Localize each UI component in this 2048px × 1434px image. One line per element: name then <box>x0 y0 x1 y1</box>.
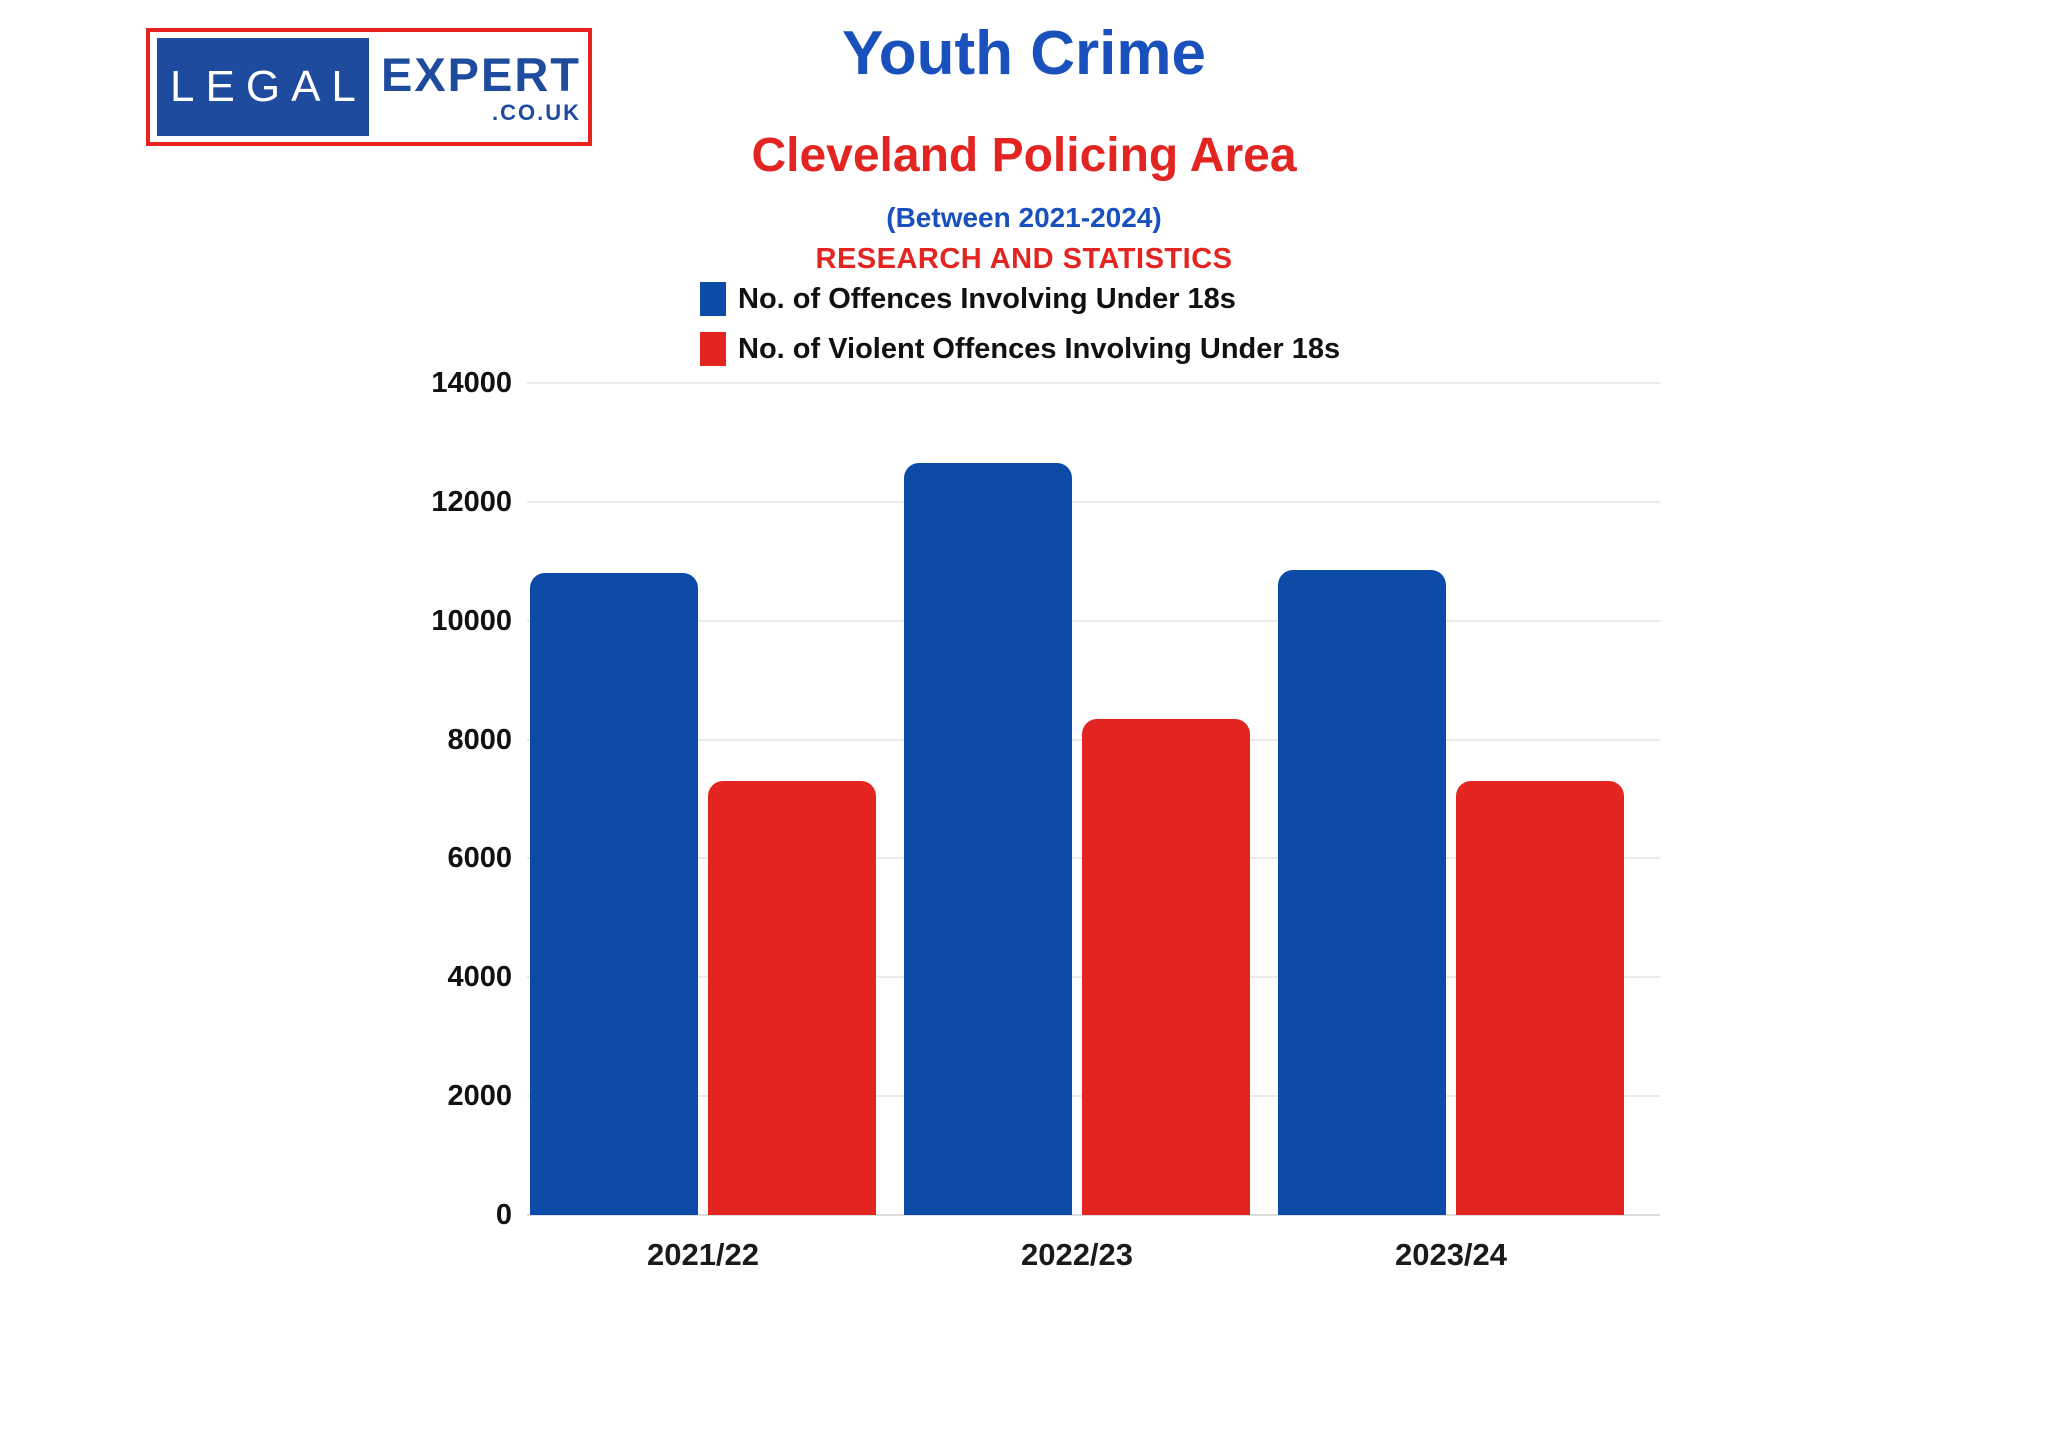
bar-offences-2022/23 <box>904 463 1072 1215</box>
gridline-14000 <box>527 382 1660 384</box>
gridline-0 <box>527 1214 1660 1216</box>
y-tick-label-12000: 12000 <box>431 485 512 518</box>
y-tick-label-4000: 4000 <box>447 961 512 994</box>
legal-expert-logo: LEGAL EXPERT .CO.UK <box>146 28 592 146</box>
bar-offences-2023/24 <box>1278 570 1446 1215</box>
x-axis-label-2022/23: 2022/23 <box>1020 1237 1134 1272</box>
gridline-10000 <box>527 619 1660 622</box>
legend-swatch-red <box>700 332 726 366</box>
y-tick-label-0: 0 <box>495 1199 512 1231</box>
bar-violent-offences-2021/22 <box>708 781 876 1215</box>
period-label: (Between 2021-2024) <box>886 202 1162 233</box>
legend-swatch-blue <box>700 282 726 316</box>
y-tick-label-8000: 8000 <box>447 723 512 756</box>
plot-area: 2021/22 2022/23 2023/24 <box>527 382 1660 1272</box>
legend-label-offences: No. of Offences Involving Under 18s <box>738 282 1236 315</box>
legend-item-violent-offences: No. of Violent Offences Involving Under … <box>700 332 1340 366</box>
legend-label-violent-offences: No. of Violent Offences Involving Under … <box>738 332 1341 365</box>
y-tick-label-10000: 10000 <box>431 604 512 637</box>
x-axis-label-2021/22: 2021/22 <box>646 1237 760 1272</box>
bar-violent-offences-2022/23 <box>1082 719 1250 1215</box>
y-tick-label-6000: 6000 <box>447 842 512 875</box>
page-subtitle: Cleveland Policing Area <box>751 129 1297 182</box>
gridline-12000 <box>527 500 1660 503</box>
y-tick-label-2000: 2000 <box>447 1080 512 1113</box>
legend: No. of Offences Involving Under 18s No. … <box>700 282 1340 366</box>
y-tick-label-14000: 14000 <box>431 367 512 399</box>
logo-right: EXPERT .CO.UK <box>381 51 581 124</box>
logo-domain-text: .CO.UK <box>492 99 582 125</box>
bar-violent-offences-2023/24 <box>1456 781 1624 1215</box>
logo-legal-box: LEGAL <box>156 38 369 136</box>
legend-item-offences: No. of Offences Involving Under 18s <box>700 282 1340 316</box>
research-tagline: RESEARCH AND STATISTICS <box>815 243 1233 275</box>
page-title: Youth Crime <box>842 19 1206 88</box>
logo-legal-text: LEGAL <box>170 62 367 111</box>
x-axis-label-2023/24: 2023/24 <box>1394 1237 1508 1272</box>
logo-expert-text: EXPERT <box>380 47 582 101</box>
bar-offences-2021/22 <box>530 573 698 1215</box>
